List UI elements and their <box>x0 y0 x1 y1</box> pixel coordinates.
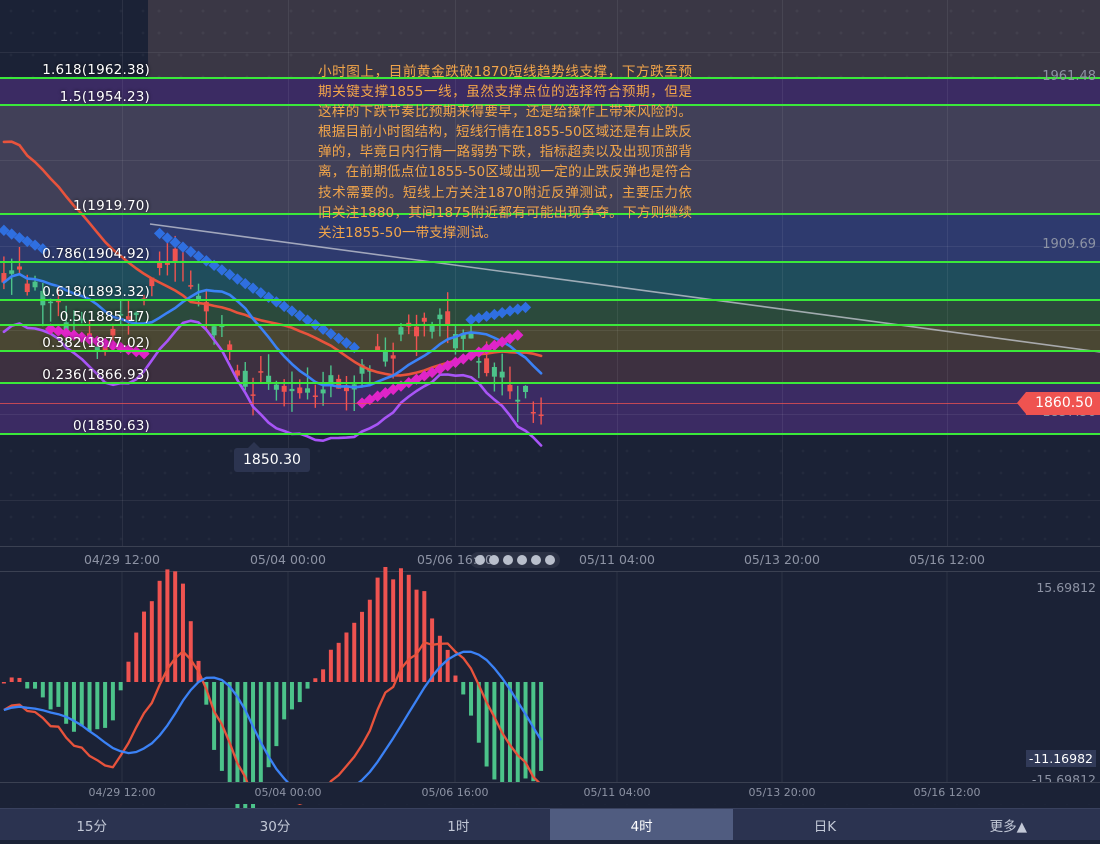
fibonacci-level-label: 1.618(1962.38) <box>42 62 150 78</box>
loading-spinner <box>470 552 560 568</box>
horizontal-gridline <box>0 52 1100 53</box>
vertical-gridline <box>122 0 123 570</box>
macd-time-axis[interactable]: 04/29 12:00 05/04 00:00 05/06 16:00 05/11 0… <box>0 782 1100 804</box>
timeframe-toolbar[interactable]: 15分 30分 1时 4时 日K 更多▲ <box>0 808 1100 844</box>
time-axis-tick: 05/13 20:00 <box>748 786 816 799</box>
timeframe-button-4[interactable]: 日K <box>813 818 837 835</box>
fibonacci-band <box>0 383 1100 434</box>
vertical-gridline <box>617 0 618 570</box>
timeframe-button-2[interactable]: 1时 <box>447 818 470 835</box>
price-time-axis[interactable]: 04/29 12:00 05/04 00:00 05/06 16:00 05/11 0… <box>0 546 1100 572</box>
fibonacci-level-line[interactable] <box>0 350 1100 352</box>
fibonacci-level-label: 0.786(1904.92) <box>42 246 150 262</box>
fibonacci-band <box>0 300 1100 325</box>
time-axis-tick: 05/11 04:00 <box>578 552 656 567</box>
fibonacci-level-line[interactable] <box>0 213 1100 215</box>
time-axis-tick: 05/16 12:00 <box>908 552 986 567</box>
fibonacci-band <box>0 325 1100 351</box>
price-axis-tick-label: 1961.48 <box>1042 69 1096 84</box>
fibonacci-level-label: 1.5(1954.23) <box>59 89 150 105</box>
fibonacci-band <box>0 351 1100 383</box>
loading-dot <box>503 555 513 565</box>
fibonacci-band <box>0 78 1100 105</box>
time-axis-tick: 04/29 12:00 <box>83 552 161 567</box>
horizontal-gridline <box>0 500 1100 501</box>
loading-dot <box>545 555 555 565</box>
fibonacci-level-line[interactable] <box>0 261 1100 263</box>
fibonacci-level-label: 0.5(1885.17) <box>59 309 150 325</box>
fibonacci-level-line[interactable] <box>0 77 1100 79</box>
price-chart-pane[interactable]: 1.618(1962.38) 1.5(1954.23) 1(1919.70) 0.78… <box>0 0 1100 572</box>
time-axis-tick: 05/11 04:00 <box>583 786 651 799</box>
horizontal-gridline <box>0 246 1100 247</box>
fibonacci-level-line[interactable] <box>0 299 1100 301</box>
fibonacci-level-label: 0.236(1866.93) <box>42 367 150 383</box>
vertical-gridline <box>288 0 289 570</box>
last-price-tag[interactable]: 1860.50 <box>1017 392 1100 415</box>
timeframe-button-5[interactable]: 更多▲ <box>989 818 1027 835</box>
macd-current-value: -11.16982 <box>1025 750 1096 767</box>
value-marker-bubble[interactable]: 1850.30 <box>234 442 310 472</box>
time-axis-tick: 05/04 00:00 <box>249 552 327 567</box>
fibonacci-level-label: 0(1850.63) <box>73 418 150 434</box>
time-axis-tick: 05/16 12:00 <box>913 786 981 799</box>
macd-axis-max: 15.69812 <box>1036 580 1096 595</box>
vertical-gridline <box>947 0 948 570</box>
analysis-annotation-text: 小时图上，目前黄金跌破1870短线趋势线支撑，下方跌至预期关键支撑1855一线，… <box>318 64 692 241</box>
macd-indicator-pane[interactable]: 15.69812 -11.16982 -15.69812 <box>0 566 1100 827</box>
fibonacci-band <box>0 105 1100 214</box>
last-price-line <box>0 403 1100 404</box>
time-axis-tick: 05/13 20:00 <box>743 552 821 567</box>
vertical-gridline <box>455 0 456 570</box>
horizontal-gridline <box>0 330 1100 331</box>
horizontal-gridline <box>0 160 1100 161</box>
vertical-gridline <box>782 0 783 570</box>
time-axis-tick: 05/06 16:00 <box>421 786 489 799</box>
loading-dot <box>475 555 485 565</box>
horizontal-gridline <box>0 414 1100 415</box>
fibonacci-level-line[interactable] <box>0 382 1100 384</box>
timeframe-button-3[interactable]: 4时 <box>549 809 734 840</box>
fibonacci-level-line[interactable] <box>0 104 1100 106</box>
timeframe-button-1[interactable]: 30分 <box>259 818 291 835</box>
loading-dot <box>489 555 499 565</box>
price-axis-tick-label: 1909.69 <box>1042 237 1096 252</box>
fibonacci-level-line[interactable] <box>0 433 1100 435</box>
time-axis-tick: 05/04 00:00 <box>254 786 322 799</box>
loading-dot <box>517 555 527 565</box>
fibonacci-level-label: 0.382(1877.02) <box>42 335 150 351</box>
loading-dot <box>531 555 541 565</box>
fibonacci-level-line[interactable] <box>0 324 1100 326</box>
fibonacci-level-label: 0.618(1893.32) <box>42 284 150 300</box>
time-axis-tick: 05/06 16:00 <box>416 552 494 567</box>
fibonacci-level-label: 1(1919.70) <box>73 198 150 214</box>
time-axis-tick: 04/29 12:00 <box>88 786 156 799</box>
macd-series-canvas <box>1 566 948 827</box>
timeframe-button-0[interactable]: 15分 <box>76 818 107 835</box>
